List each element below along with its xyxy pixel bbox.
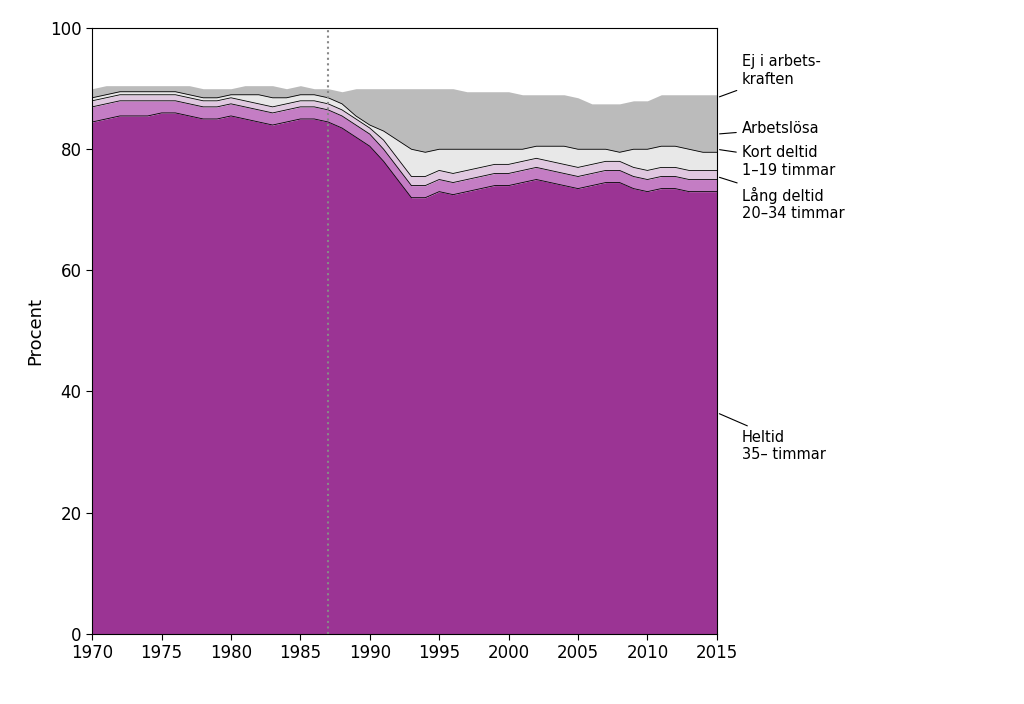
Text: Lång deltid
20–34 timmar: Lång deltid 20–34 timmar (720, 177, 845, 221)
Text: Ej i arbets-
kraften: Ej i arbets- kraften (720, 54, 820, 97)
Text: Kort deltid
1–19 timmar: Kort deltid 1–19 timmar (720, 145, 835, 177)
Y-axis label: Procent: Procent (27, 297, 45, 365)
Text: Heltid
35– timmar: Heltid 35– timmar (719, 414, 825, 462)
Text: Arbetslösa: Arbetslösa (720, 120, 819, 136)
